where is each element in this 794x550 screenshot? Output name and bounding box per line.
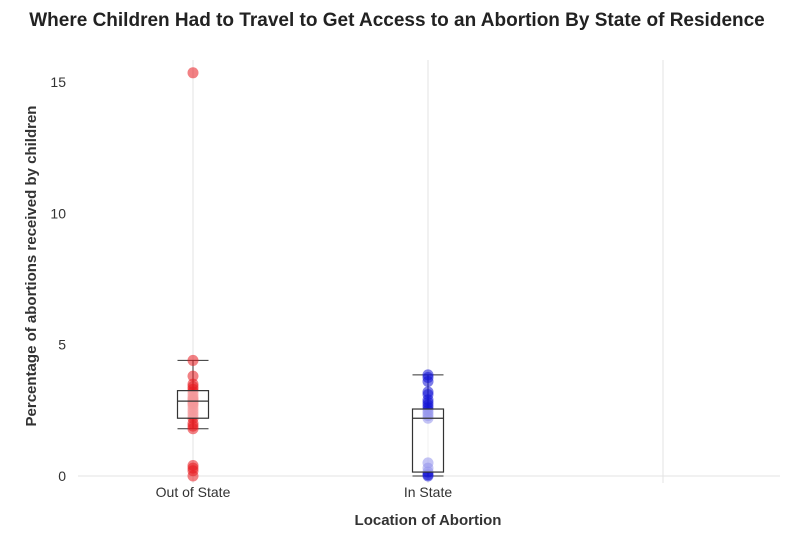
y-tick-label: 5 [58,337,66,353]
data-point [187,370,199,382]
x-axis-title: Location of Abortion [355,512,502,529]
box-group [411,369,445,482]
data-point [187,354,199,366]
x-tick-label: In State [404,484,452,500]
box-body [176,390,210,419]
y-axis: 0 5 10 15 [50,74,66,484]
chart-title: Where Children Had to Travel to Get Acce… [29,10,765,31]
data-point [187,470,199,482]
y-axis-title: Percentage of abortions received by chil… [23,106,40,427]
data-point [187,423,199,435]
box-body [411,408,445,473]
y-tick-label: 10 [50,205,66,221]
plot-area [176,67,445,482]
data-point [187,67,199,79]
x-tick-label: Out of State [156,484,231,500]
y-tick-label: 0 [58,468,66,484]
box-group [176,67,210,482]
data-point [422,470,434,482]
data-point [422,375,434,387]
x-axis: Out of State In State [156,484,453,500]
y-tick-label: 15 [50,74,66,90]
